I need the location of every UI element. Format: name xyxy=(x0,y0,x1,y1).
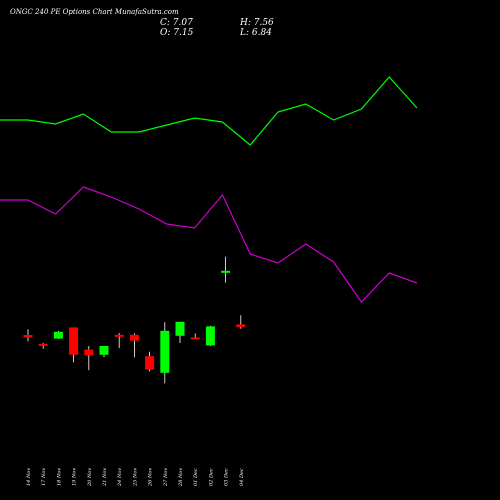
x-tick-label: 20 Nov xyxy=(87,468,93,487)
candle-body xyxy=(160,330,170,373)
x-tick-label: 28 Nov xyxy=(178,468,184,487)
candle-body xyxy=(69,327,79,355)
x-tick-label: 19 Nov xyxy=(72,468,78,486)
candle-3 xyxy=(53,331,63,339)
candle-body xyxy=(175,321,185,336)
close-value: C: 7.07 xyxy=(160,18,193,28)
candle-15 xyxy=(236,315,246,329)
candle-13 xyxy=(205,325,215,346)
candle-body xyxy=(38,343,48,346)
candle-body xyxy=(190,337,200,340)
high-value: H: 7.56 xyxy=(240,18,274,28)
x-tick-label: 14 Nov xyxy=(26,468,32,486)
candle-body xyxy=(114,334,124,337)
candle-10 xyxy=(160,322,170,384)
candle-body xyxy=(145,356,155,370)
candle-4 xyxy=(69,327,79,363)
x-tick-label: 03 Dec xyxy=(224,468,230,486)
x-tick-label: 24 Nov xyxy=(117,468,123,487)
candle-body xyxy=(99,346,109,355)
candle-14 xyxy=(221,256,231,283)
candle-body xyxy=(84,349,94,356)
candle-6 xyxy=(99,346,109,358)
candle-11 xyxy=(175,321,185,343)
x-tick-label: 02 Dec xyxy=(208,468,214,486)
candle-1 xyxy=(23,329,33,342)
x-tick-label: 01 Dec xyxy=(193,468,199,486)
candle-2 xyxy=(38,343,48,349)
x-tick-label: 27 Nov xyxy=(163,468,169,487)
candle-body xyxy=(53,331,63,339)
candle-5 xyxy=(84,346,94,371)
overlay-line-2 xyxy=(0,186,418,303)
candle-8 xyxy=(129,333,139,358)
candle-9 xyxy=(145,351,155,372)
open-value: O: 7.15 xyxy=(160,28,194,38)
x-tick-label: 26 Nov xyxy=(148,468,154,487)
overlay-line-1 xyxy=(0,76,418,146)
x-tick-label: 18 Nov xyxy=(56,468,62,486)
x-tick-label: 25 Nov xyxy=(132,468,138,487)
candle-body xyxy=(23,335,33,338)
overlay-lines xyxy=(0,76,418,303)
candle-7 xyxy=(114,333,124,348)
candle-body xyxy=(129,334,139,341)
candles xyxy=(23,256,246,384)
candle-body xyxy=(236,324,246,327)
x-axis-labels: 14 Nov 17 Nov 18 Nov 19 Nov 20 Nov 21 Nov 24 N… xyxy=(26,468,245,487)
x-tick-label: 17 Nov xyxy=(41,468,47,486)
chart-title: ONGC 240 PE Options Chart MunafaSutra.co… xyxy=(10,8,179,16)
candle-12 xyxy=(190,333,200,340)
candle-body xyxy=(205,326,215,346)
x-tick-label: 21 Nov xyxy=(102,468,108,487)
x-tick-label: 04 Dec xyxy=(239,468,245,486)
candle-body xyxy=(221,270,231,273)
low-value: L: 6.84 xyxy=(240,28,272,38)
